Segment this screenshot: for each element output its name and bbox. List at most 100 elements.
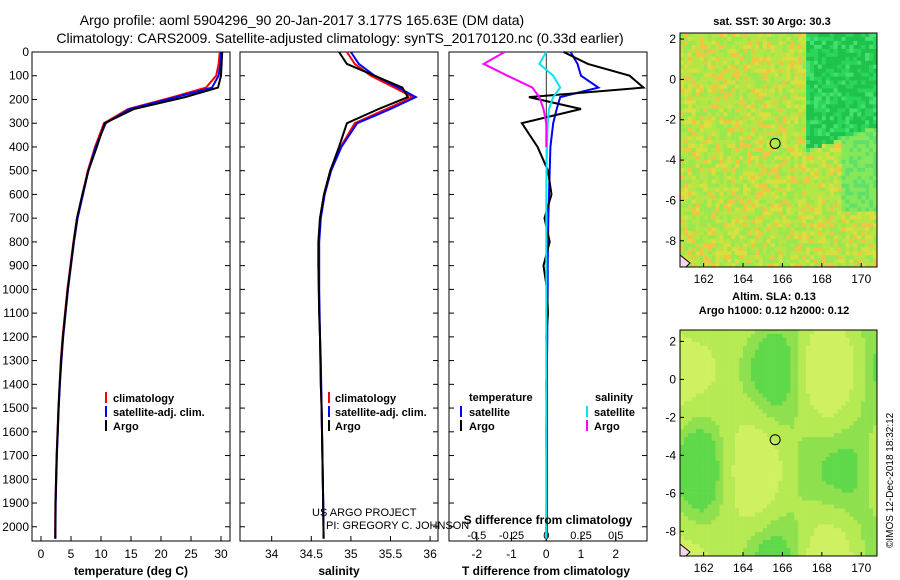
map-cell	[719, 163, 724, 169]
map-cell	[739, 132, 744, 137]
map-cell	[802, 108, 807, 113]
map-cell	[869, 136, 874, 141]
map-cell	[774, 247, 779, 252]
map-cell	[687, 441, 693, 446]
map-cell	[790, 167, 795, 173]
map-cell	[865, 381, 870, 386]
map-cell	[869, 144, 874, 149]
map-cell	[743, 140, 748, 145]
map-cell	[782, 183, 787, 188]
map-cell	[754, 37, 760, 42]
map-cell	[680, 60, 685, 66]
map-cell	[687, 401, 693, 406]
map-cell	[869, 219, 874, 224]
map-cell	[810, 163, 815, 169]
map-cell	[861, 112, 866, 117]
map-cell	[758, 183, 763, 188]
map-cell	[711, 243, 716, 248]
map-cell	[715, 159, 720, 165]
map-cell	[825, 96, 830, 101]
map-cell	[703, 243, 708, 248]
map-cell	[754, 80, 760, 85]
map-cell	[794, 52, 799, 58]
map-cell	[770, 100, 775, 105]
map-cell	[853, 116, 858, 121]
map-cell	[715, 456, 720, 462]
map-cell	[743, 175, 748, 181]
map-cell	[774, 44, 779, 50]
map-cell	[861, 452, 866, 458]
map-cell	[719, 353, 724, 359]
map-cell	[817, 389, 823, 394]
map-cell	[695, 445, 700, 450]
map-cell	[786, 132, 791, 137]
map-cell	[747, 231, 752, 236]
map-cell	[699, 365, 704, 370]
map-cell	[695, 255, 700, 260]
x-tick-label: 0	[38, 547, 45, 561]
map-cell	[865, 223, 870, 228]
map-cell	[821, 330, 826, 335]
map-cell	[715, 52, 720, 58]
map-cell	[750, 215, 756, 220]
map-cell	[747, 448, 752, 454]
map-cell	[833, 88, 838, 93]
map-cell	[857, 163, 862, 169]
map-cell	[794, 413, 799, 418]
map-cell	[861, 37, 866, 42]
map-cell	[754, 191, 760, 196]
map-cell	[810, 132, 815, 137]
map-cell	[719, 345, 724, 351]
map-cell	[786, 148, 791, 153]
map-cell	[703, 353, 708, 359]
map-cell	[825, 239, 830, 244]
map-cell	[735, 337, 740, 343]
map-cell	[845, 330, 850, 335]
map-cell	[861, 207, 866, 212]
map-cell	[782, 136, 787, 141]
map-cell	[837, 144, 842, 149]
map-cell	[739, 385, 744, 390]
map-cell	[735, 195, 740, 200]
map-cell	[683, 397, 689, 402]
map-cell	[873, 112, 878, 117]
map-cell	[802, 247, 807, 252]
map-cell	[711, 88, 716, 93]
map-cell	[837, 140, 842, 145]
map-cell	[782, 84, 787, 89]
map-cell	[821, 183, 826, 188]
map-cell	[762, 389, 767, 394]
map-cell	[719, 175, 724, 181]
map-cell	[837, 56, 842, 62]
map-cell	[802, 195, 807, 200]
map-cell	[833, 365, 838, 370]
map-cell	[814, 334, 819, 339]
map-cell	[762, 345, 767, 351]
map-cell	[861, 155, 866, 161]
map-cell	[747, 223, 752, 228]
map-cell	[806, 361, 811, 366]
map-cell	[853, 437, 858, 442]
map-cell	[707, 452, 712, 458]
map-cell	[731, 468, 736, 474]
map-cell	[683, 393, 689, 398]
map-cell	[750, 191, 756, 196]
map-cell	[833, 417, 838, 422]
map-cell	[833, 421, 838, 426]
map-cell	[719, 223, 724, 228]
map-cell	[825, 460, 830, 466]
map-cell	[869, 128, 874, 133]
map-cell	[743, 84, 748, 89]
map-cell	[762, 377, 767, 382]
map-cell	[786, 60, 791, 66]
map-cell	[739, 136, 744, 141]
map-cell	[814, 171, 819, 177]
map-cell	[743, 369, 748, 374]
map-cell	[731, 128, 736, 133]
map-cell	[845, 441, 850, 446]
map-cell	[774, 96, 779, 101]
map-cell	[869, 108, 874, 113]
map-cell	[802, 179, 807, 184]
map-cell	[802, 183, 807, 188]
map-cell	[849, 33, 854, 38]
